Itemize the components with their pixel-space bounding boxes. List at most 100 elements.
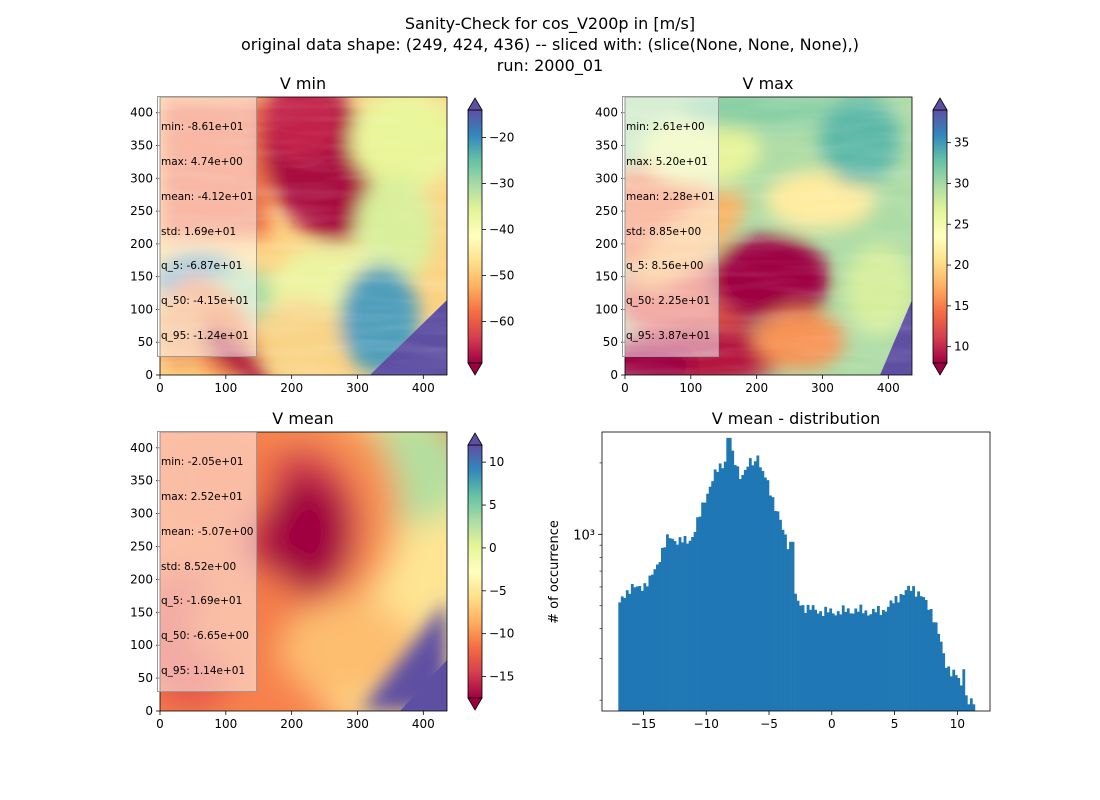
y-tick-label: 250 bbox=[130, 539, 153, 553]
y-tick-label: 200 bbox=[130, 572, 153, 586]
histogram-bar bbox=[623, 597, 627, 711]
vmean-y-axis: 0 50 100 150 200 250 300 350 400 bbox=[130, 441, 160, 718]
histogram-bar bbox=[836, 611, 840, 711]
y-tick-label: 300 bbox=[130, 507, 153, 521]
y-tick-label: 300 bbox=[595, 171, 618, 185]
y-tick-label: 400 bbox=[595, 106, 618, 120]
histogram-bar bbox=[796, 600, 800, 711]
x-tick-label: 0 bbox=[621, 381, 629, 395]
vmean-title: V mean bbox=[272, 409, 333, 428]
histogram-bar bbox=[917, 591, 920, 711]
histogram-bar bbox=[846, 608, 850, 711]
histogram-bar bbox=[816, 613, 820, 711]
histogram-bar bbox=[618, 602, 622, 711]
stat-line: max: 2.52e+01 bbox=[161, 490, 243, 503]
histogram-bar bbox=[882, 609, 885, 711]
histogram-bar bbox=[841, 605, 845, 711]
y-tick-label: 250 bbox=[595, 204, 618, 218]
stat-line: min: 2.61e+00 bbox=[626, 121, 705, 134]
histogram-bar bbox=[939, 641, 943, 711]
histogram-bar bbox=[620, 596, 624, 711]
stat-line: std: 8.52e+00 bbox=[161, 560, 237, 573]
distribution-bars bbox=[618, 437, 976, 711]
histogram-bar bbox=[698, 516, 702, 711]
histogram-bar bbox=[879, 614, 883, 711]
histogram-bar bbox=[766, 480, 770, 711]
y-tick-label: 100 bbox=[130, 638, 153, 652]
histogram-bar bbox=[871, 608, 875, 711]
vmax-x-axis: 0 100 200 300 400 bbox=[621, 375, 900, 395]
histogram-bar bbox=[693, 531, 697, 711]
stat-line: q_5: -1.69e+01 bbox=[161, 595, 243, 608]
suptitle-line-2: original data shape: (249, 424, 436) -- … bbox=[241, 35, 859, 54]
stat-line: q_95: 3.87e+01 bbox=[626, 329, 711, 342]
histogram-bar bbox=[952, 669, 956, 711]
histogram-bar bbox=[643, 583, 647, 711]
distribution-title: V mean - distribution bbox=[712, 409, 881, 428]
y-tick-label: 0 bbox=[145, 704, 153, 718]
histogram-bar bbox=[869, 614, 873, 711]
y-tick-label: 400 bbox=[130, 441, 153, 455]
histogram-bar bbox=[630, 583, 634, 711]
x-tick-label: 0 bbox=[828, 717, 836, 731]
histogram-bar bbox=[751, 465, 755, 711]
histogram-bar bbox=[733, 465, 737, 711]
stat-line: mean: 2.28e+01 bbox=[626, 190, 715, 203]
histogram-bar bbox=[681, 542, 684, 711]
histogram-bar bbox=[859, 604, 863, 711]
histogram-bar bbox=[701, 502, 705, 711]
x-tick-label: 300 bbox=[346, 717, 369, 731]
histogram-bar bbox=[912, 586, 915, 711]
suptitle-line-3: run: 2000_01 bbox=[497, 56, 603, 76]
histogram-bar bbox=[635, 586, 639, 711]
histogram-bar bbox=[625, 590, 629, 711]
histogram-bar bbox=[686, 543, 689, 711]
y-tick-label: 150 bbox=[595, 270, 618, 284]
histogram-bar bbox=[944, 667, 948, 711]
histogram-bar bbox=[728, 437, 732, 711]
x-tick-label: 300 bbox=[811, 381, 834, 395]
histogram-bar bbox=[907, 585, 910, 711]
histogram-bar bbox=[731, 450, 735, 711]
histogram-bar bbox=[638, 585, 642, 711]
y-tick-label: 50 bbox=[138, 671, 153, 685]
histogram-bar bbox=[794, 593, 797, 711]
y-tick-label: 100 bbox=[595, 302, 618, 316]
histogram-bar bbox=[949, 676, 953, 711]
x-tick-label: 400 bbox=[412, 381, 435, 395]
y-tick-label: 50 bbox=[603, 335, 618, 349]
histogram-bar bbox=[658, 562, 662, 711]
x-tick-label: −10 bbox=[694, 717, 719, 731]
histogram-bar bbox=[645, 586, 649, 711]
histogram-bar bbox=[844, 611, 848, 711]
x-tick-label: 0 bbox=[156, 717, 164, 731]
histogram-bar bbox=[708, 486, 712, 711]
histogram-bar bbox=[866, 615, 870, 711]
x-tick-label: 200 bbox=[280, 717, 303, 731]
colorbar-tick-label: 10 bbox=[489, 455, 504, 469]
x-tick-label: −5 bbox=[760, 717, 778, 731]
histogram-bar bbox=[854, 608, 858, 711]
stat-line: q_5: -6.87e+01 bbox=[161, 260, 243, 273]
histogram-bar bbox=[904, 590, 908, 711]
histogram-bar bbox=[761, 470, 765, 711]
histogram-bar bbox=[892, 603, 895, 711]
histogram-bar bbox=[779, 519, 782, 711]
stat-line: std: 8.85e+00 bbox=[626, 225, 702, 238]
histogram-bar bbox=[902, 594, 905, 711]
histogram-bar bbox=[786, 549, 790, 711]
histogram-bar bbox=[789, 541, 792, 711]
histogram-bar bbox=[804, 612, 807, 711]
stat-line: q_95: 1.14e+01 bbox=[161, 664, 246, 677]
colorbar-tick-label: −10 bbox=[489, 627, 514, 641]
distribution-panel: V mean - distribution −15 −10 −5 0 5 10 10³ #… bbox=[547, 409, 991, 731]
histogram-bar bbox=[937, 633, 941, 711]
histogram-bar bbox=[894, 596, 898, 711]
histogram-bar bbox=[648, 575, 652, 711]
histogram-bar bbox=[821, 616, 825, 711]
y-tick-label: 300 bbox=[130, 171, 153, 185]
histogram-bar bbox=[969, 698, 973, 711]
histogram-bar bbox=[640, 590, 644, 711]
histogram-bar bbox=[769, 495, 772, 711]
stat-line: max: 5.20e+01 bbox=[626, 155, 708, 168]
